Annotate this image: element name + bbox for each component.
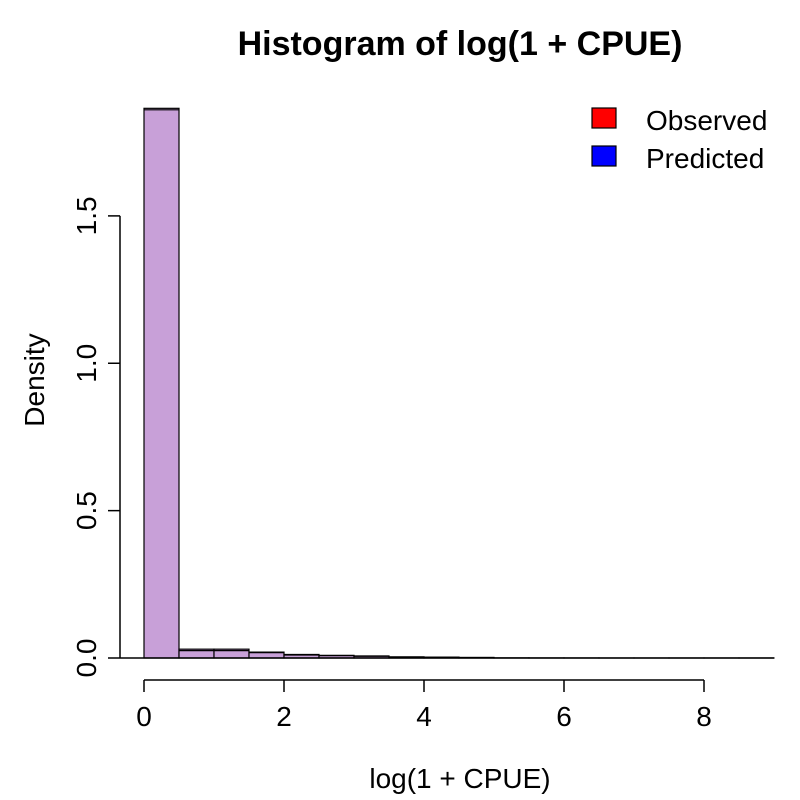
x-tick-label: 4	[416, 701, 432, 732]
y-tick-label: 1.5	[71, 196, 102, 235]
x-tick-label: 0	[136, 701, 152, 732]
y-axis: 0.0 0.5 1.0 1.5	[71, 196, 121, 678]
legend-label-observed: Observed	[646, 105, 767, 136]
chart-title: Histogram of log(1 + CPUE)	[238, 25, 683, 63]
legend-swatch-predicted	[591, 145, 617, 167]
legend-label-predicted: Predicted	[646, 143, 764, 174]
x-tick-label: 2	[276, 701, 292, 732]
legend: Observed Predicted	[591, 105, 767, 174]
y-axis-label: Density	[19, 333, 50, 426]
y-tick-label: 0.0	[71, 639, 102, 678]
x-axis: 0 2 4 6 8	[120, 657, 774, 732]
legend-swatch-observed	[591, 107, 617, 129]
histogram-bar-0	[143, 107, 180, 659]
y-tick-label: 0.5	[71, 491, 102, 530]
x-axis-label: log(1 + CPUE)	[369, 763, 550, 794]
x-tick-label: 8	[696, 701, 712, 732]
bars-group	[143, 107, 775, 659]
y-tick-label: 1.0	[71, 344, 102, 383]
x-tick-label: 6	[556, 701, 572, 732]
